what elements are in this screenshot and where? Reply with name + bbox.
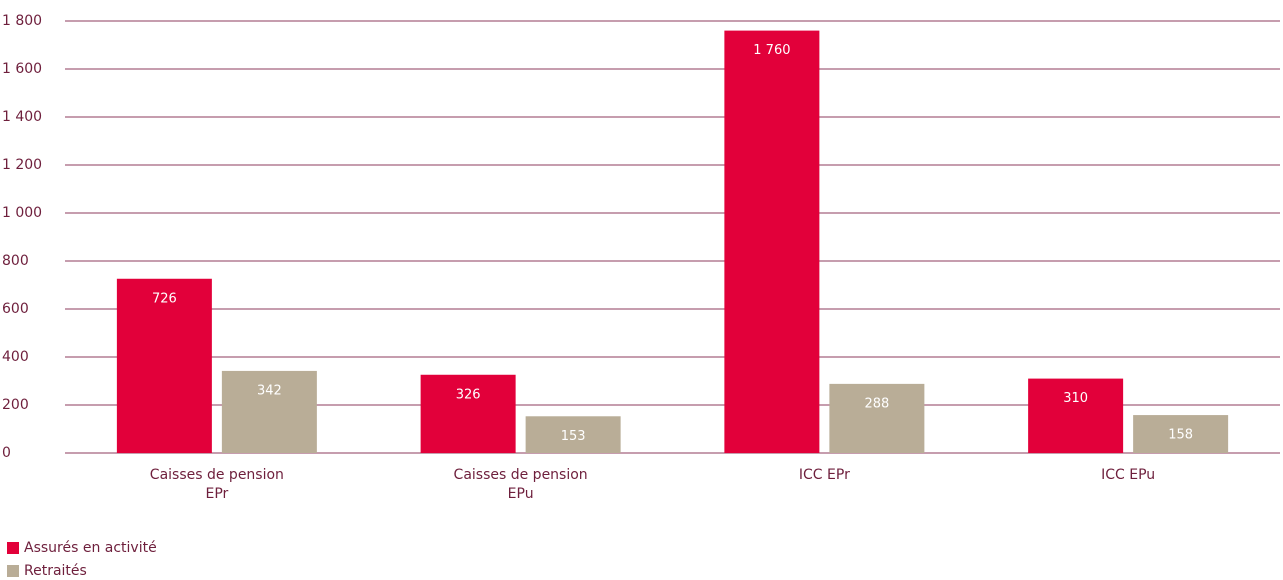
legend-swatch xyxy=(7,565,19,577)
value-label: 288 xyxy=(864,396,889,411)
bar xyxy=(1028,378,1124,453)
bar xyxy=(1133,415,1229,453)
bar xyxy=(525,416,621,453)
value-label: 326 xyxy=(456,387,481,402)
y-tick-label: 1 000 xyxy=(2,205,42,221)
y-tick-label: 0 xyxy=(2,445,11,461)
x-tick-label: Caisses de pension EPu xyxy=(454,467,588,502)
y-tick-label: 200 xyxy=(2,397,29,413)
bar xyxy=(724,30,820,453)
value-label: 153 xyxy=(561,429,586,444)
bar xyxy=(116,278,212,453)
value-label: 158 xyxy=(1168,428,1193,443)
y-tick-label: 1 600 xyxy=(2,61,42,77)
x-tick-label: Caisses de pension EPr xyxy=(150,467,284,502)
bar xyxy=(221,370,317,453)
value-label: 1 760 xyxy=(753,43,790,58)
bar xyxy=(420,374,516,453)
value-label: 342 xyxy=(257,383,282,398)
y-tick-label: 800 xyxy=(2,253,29,269)
y-tick-label: 600 xyxy=(2,301,29,317)
y-tick-label: 1 200 xyxy=(2,157,42,173)
bar xyxy=(829,383,925,453)
value-label: 310 xyxy=(1063,391,1088,406)
x-tick-label: ICC EPr xyxy=(799,467,850,483)
legend-swatch xyxy=(7,542,19,554)
y-tick-label: 1 400 xyxy=(2,109,42,125)
legend-label: Assurés en activité xyxy=(24,540,157,556)
legend-label: Retraités xyxy=(24,563,87,579)
x-tick-label: ICC EPu xyxy=(1101,467,1155,483)
y-tick-label: 400 xyxy=(2,349,29,365)
value-label: 726 xyxy=(152,291,177,306)
y-tick-label: 1 800 xyxy=(2,13,42,29)
